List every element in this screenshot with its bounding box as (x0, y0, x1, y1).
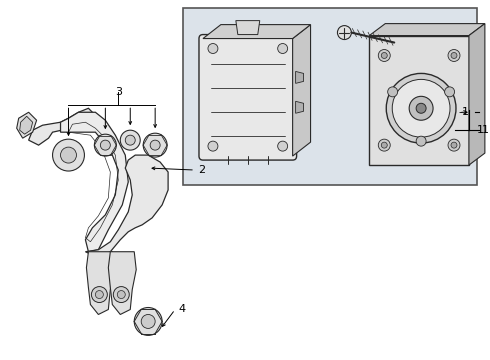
Circle shape (378, 50, 390, 62)
Polygon shape (293, 24, 311, 156)
Polygon shape (85, 155, 168, 258)
Polygon shape (108, 252, 136, 315)
Polygon shape (61, 112, 128, 252)
Circle shape (416, 103, 426, 113)
Bar (369, 36, 469, 165)
Polygon shape (469, 24, 485, 165)
Circle shape (386, 73, 456, 143)
Circle shape (381, 53, 387, 58)
Text: -1: -1 (458, 107, 469, 117)
Circle shape (409, 96, 433, 120)
Circle shape (392, 80, 450, 137)
Polygon shape (203, 24, 311, 39)
Circle shape (95, 134, 116, 156)
Polygon shape (295, 71, 304, 84)
Circle shape (208, 44, 218, 54)
Polygon shape (17, 112, 37, 138)
Circle shape (134, 307, 162, 336)
Polygon shape (86, 252, 114, 315)
Text: 4: 4 (178, 305, 185, 315)
Polygon shape (295, 101, 304, 113)
Circle shape (92, 287, 107, 302)
Text: 2: 2 (198, 165, 205, 175)
Circle shape (208, 141, 218, 151)
Circle shape (143, 133, 167, 157)
Circle shape (120, 130, 140, 150)
Circle shape (52, 139, 84, 171)
Text: 3: 3 (115, 87, 122, 97)
Circle shape (96, 291, 103, 298)
Circle shape (416, 136, 426, 146)
Circle shape (278, 44, 288, 54)
Circle shape (451, 53, 457, 58)
FancyBboxPatch shape (199, 35, 296, 160)
Circle shape (141, 315, 155, 328)
Circle shape (448, 50, 460, 62)
Text: 1: 1 (482, 125, 489, 135)
Circle shape (448, 139, 460, 151)
Circle shape (61, 147, 76, 163)
Circle shape (100, 140, 110, 150)
Circle shape (444, 87, 455, 97)
Circle shape (338, 26, 351, 40)
Circle shape (388, 87, 398, 97)
Circle shape (378, 139, 390, 151)
Polygon shape (369, 24, 485, 36)
Circle shape (381, 142, 387, 148)
Polygon shape (236, 21, 260, 35)
Text: -1: -1 (474, 125, 485, 135)
Circle shape (117, 291, 125, 298)
Circle shape (113, 287, 129, 302)
Circle shape (125, 135, 135, 145)
Circle shape (150, 140, 160, 150)
Polygon shape (28, 108, 96, 145)
Bar (183, 8, 477, 185)
Circle shape (451, 142, 457, 148)
Circle shape (278, 141, 288, 151)
Polygon shape (20, 116, 33, 134)
